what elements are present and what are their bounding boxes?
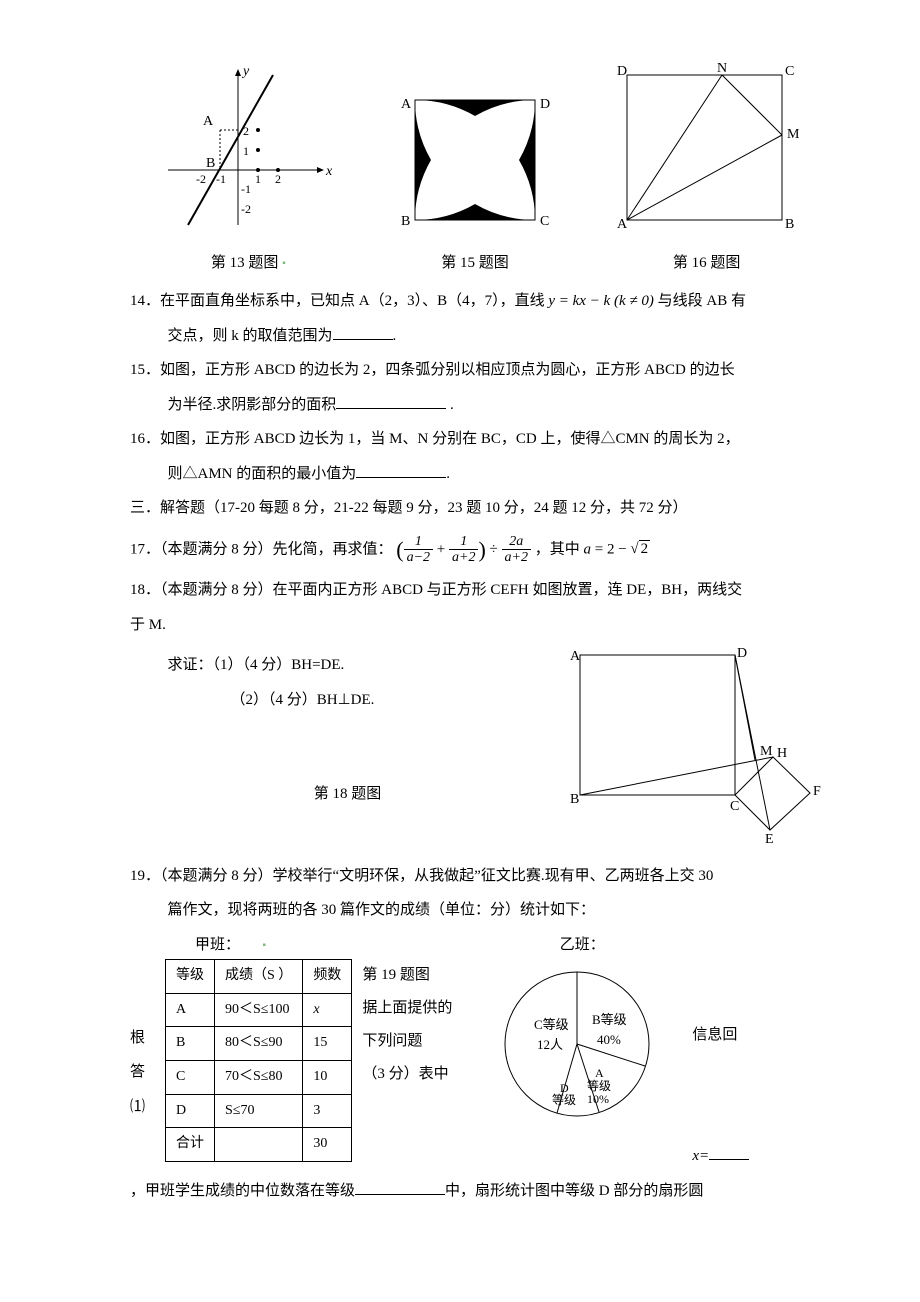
svg-text:M: M [760,744,773,759]
figure-13: A B x y -1 -2 1 2 1 2 -1 -2 第 13 题图 ▪ [158,60,338,277]
question-19-line1: 19．（本题满分 8 分）学校举行“文明环保，从我做起”征文比赛.现有甲、乙两班… [130,862,830,891]
svg-text:-2: -2 [196,172,206,186]
svg-text:B等级: B等级 [592,1012,627,1027]
svg-text:1: 1 [243,144,249,158]
question-14-line2: 交点，则 k 的取值范围为. [130,322,830,351]
svg-text:40%: 40% [597,1032,621,1047]
svg-text:A: A [595,1066,604,1080]
question-16-line2: 则△AMN 的面积的最小值为. [130,460,830,489]
svg-text:B: B [206,156,215,171]
q19-side-labels: 根 答 ⑴ [130,931,145,1130]
svg-text:C: C [540,214,549,229]
svg-text:A: A [570,649,581,664]
figure-16: D C A B M N 第 16 题图 [612,60,802,277]
svg-text:10%: 10% [587,1092,609,1106]
q19-mid-text: 第 19 题图 据上面提供的 下列问题 （3 分）表中 [362,931,472,1091]
caption-15: 第 15 题图 [395,249,555,278]
svg-text:1: 1 [255,172,261,186]
question-18-line2: 于 M. [130,611,830,640]
section-3-header: 三．解答题（17-20 每题 8 分，21-22 每题 9 分，23 题 10 … [130,494,830,523]
q18-prove-2: （2）（4 分）BH⊥DE. [130,686,565,715]
figure-18: A D B C E F H M [565,645,830,856]
svg-text:D: D [540,97,550,112]
question-19-line2: 篇作文，现将两班的各 30 篇作文的成绩（单位：分）统计如下： [130,896,830,925]
svg-text:B: B [785,217,794,230]
svg-text:12人: 12人 [537,1037,563,1052]
svg-text:D: D [617,64,627,79]
svg-text:x: x [325,164,333,179]
svg-text:等级: 等级 [552,1093,576,1107]
svg-text:C等级: C等级 [534,1017,569,1032]
svg-text:-1: -1 [241,182,251,196]
caption-18: 第 18 题图 [130,780,565,809]
svg-text:2: 2 [243,124,249,138]
svg-text:N: N [717,61,727,76]
q18-prove-1: 求证：（1）（4 分）BH=DE. [130,651,565,680]
figures-row-top: A B x y -1 -2 1 2 1 2 -1 -2 第 13 题图 ▪ [130,60,830,277]
question-15-line2: 为半径.求阴影部分的面积 . [130,391,830,420]
caption-16: 第 16 题图 [612,249,802,278]
question-16: 16．如图，正方形 ABCD 边长为 1，当 M、N 分别在 BC，CD 上，使… [130,425,830,454]
svg-text:D: D [737,646,747,661]
svg-text:-1: -1 [216,172,226,186]
question-17: 17．（本题满分 8 分）先化简，再求值： (1a−2 + 1a+2) ÷ 2a… [130,529,830,571]
figure-19-pie: 乙班： C等级 12人 B等级 40% A 等级 10% D 等级 [482,931,682,1140]
svg-text:A: A [617,217,628,230]
svg-text:C: C [730,799,739,814]
svg-text:M: M [787,127,800,142]
svg-text:A: A [203,114,214,129]
svg-text:A: A [401,97,412,112]
question-15: 15．如图，正方形 ABCD 的边长为 2，四条弧分别以相应顶点为圆心，正方形 … [130,356,830,385]
svg-text:y: y [241,64,250,79]
svg-text:F: F [813,784,821,799]
frequency-table: 等级成绩（S ）频数 A90＜S≤100x B80＜S≤9015 C70＜S≤8… [165,959,352,1162]
svg-text:B: B [401,214,410,229]
svg-text:E: E [765,832,774,845]
svg-text:H: H [777,746,787,761]
q14-after: 与线段 AB 有 [658,293,746,309]
svg-text:C: C [785,64,794,79]
svg-text:B: B [570,792,579,807]
q19-bottom: ，甲班学生成绩的中位数落在等级中，扇形统计图中等级 D 部分的扇形圆 [130,1177,830,1206]
q14-prefix: 14．在平面直角坐标系中，已知点 A（2，3）、B（4，7），直线 [130,293,548,309]
svg-text:-2: -2 [241,202,251,216]
svg-text:等级: 等级 [587,1079,611,1093]
q19-table-block: 甲班： ▪ 等级成绩（S ）频数 A90＜S≤100x B80＜S≤9015 C… [155,931,352,1162]
svg-text:2: 2 [275,172,281,186]
question-14: 14．在平面直角坐标系中，已知点 A（2，3）、B（4，7），直线 y = kx… [130,287,830,316]
question-18-line1: 18．（本题满分 8 分）在平面内正方形 ABCD 与正方形 CEFH 如图放置… [130,576,830,605]
caption-13: 第 13 题图 [211,255,279,271]
figure-15: A D B C 第 15 题图 [395,90,555,277]
